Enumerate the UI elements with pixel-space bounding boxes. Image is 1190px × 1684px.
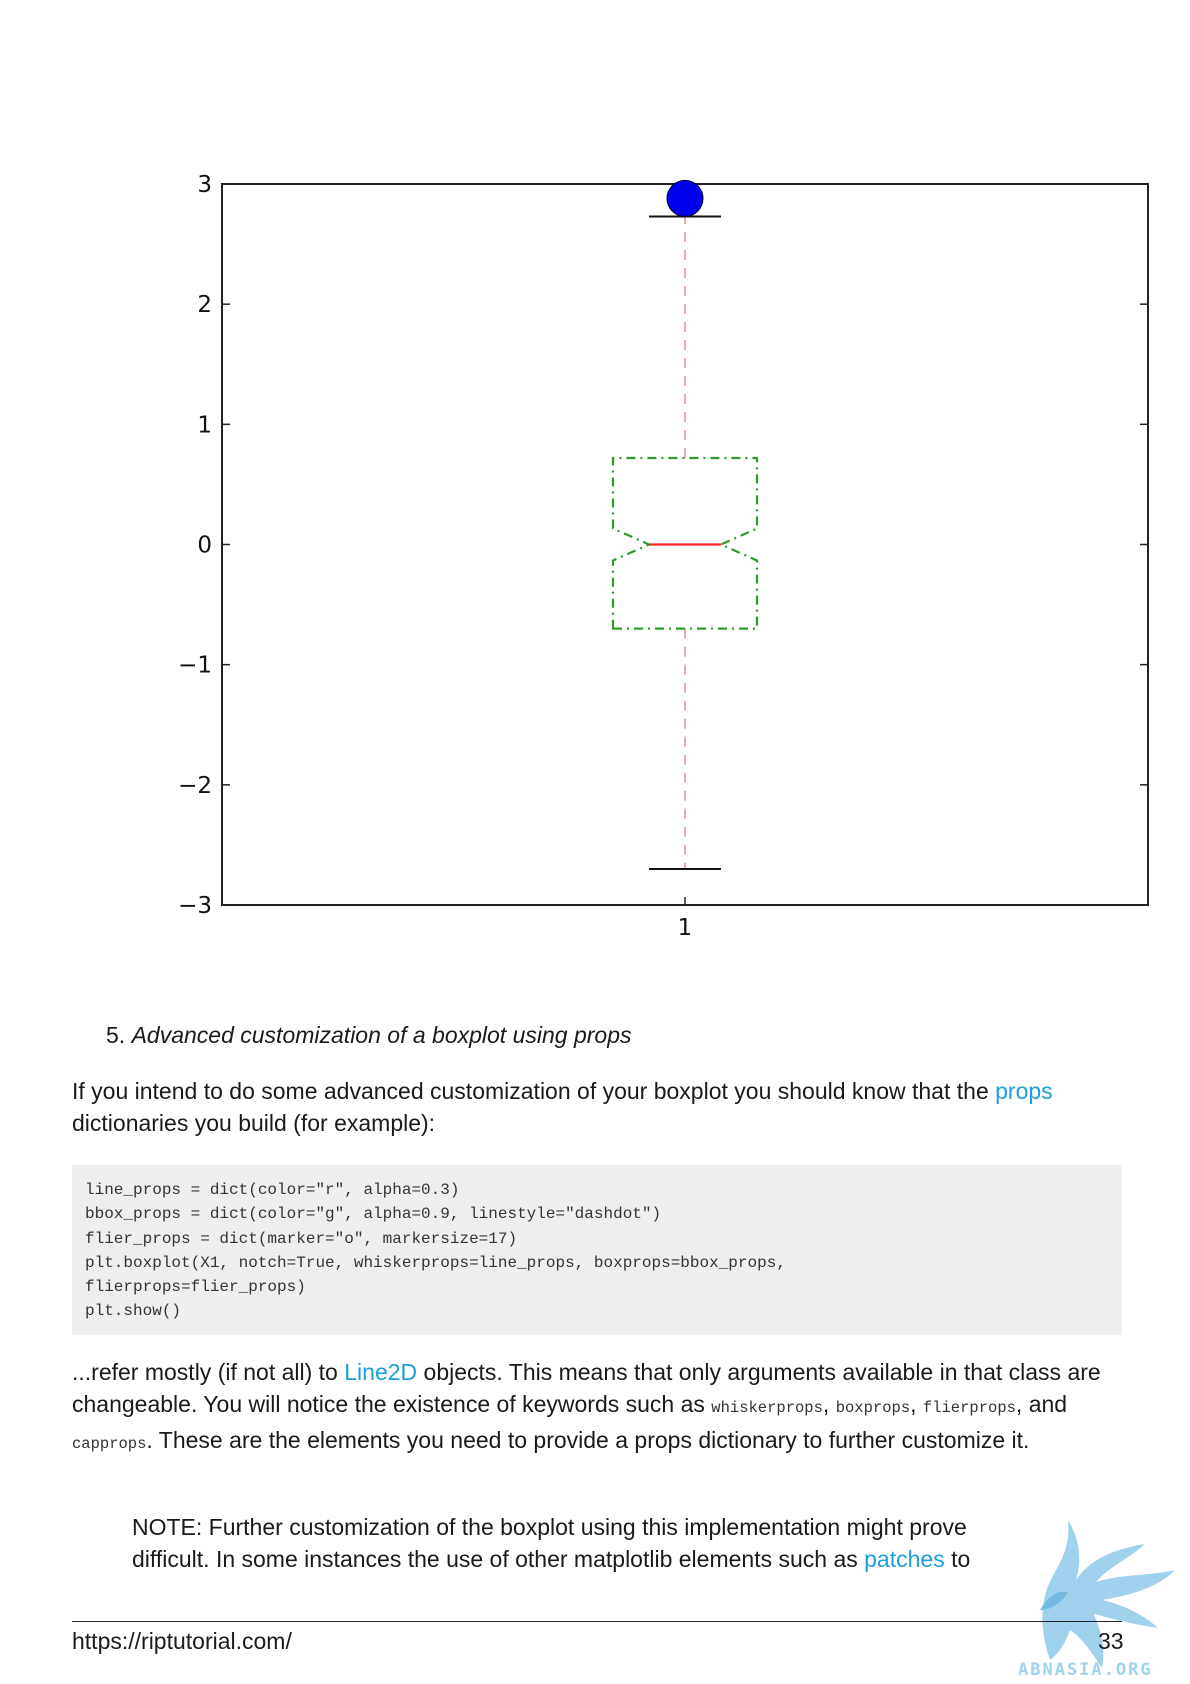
code-line: plt.show() — [85, 1302, 182, 1321]
intro-paragraph: If you intend to do some advanced custom… — [72, 1075, 1122, 1139]
section-title: Advanced customization of a boxplot usin… — [131, 1022, 632, 1048]
section-heading: 5. Advanced customization of a boxplot u… — [106, 1022, 632, 1049]
note-paragraph: NOTE: Further customization of the boxpl… — [132, 1511, 1032, 1575]
section-number: 5. — [106, 1022, 126, 1048]
explanation-text: objects. This means that only arguments … — [72, 1359, 1101, 1417]
y-tick-label: 0 — [197, 533, 212, 559]
line2d-link[interactable]: Line2D — [344, 1359, 418, 1385]
inline-code-boxprops: boxprops — [835, 1399, 911, 1417]
page-number: 33 — [1098, 1628, 1124, 1654]
flier-point — [666, 179, 704, 217]
y-tick-label: −1 — [178, 653, 212, 679]
footer-divider — [72, 1621, 1122, 1622]
explanation-text: , and — [1015, 1391, 1068, 1417]
explanation-text: , — [910, 1391, 923, 1417]
y-tick-label: 3 — [197, 172, 212, 198]
code-line: line_props = dict(color="r", alpha=0.3) — [85, 1181, 460, 1199]
y-tick-label: 1 — [197, 412, 212, 438]
explanation-paragraph: ...refer mostly (if not all) to Line2D o… — [72, 1356, 1122, 1460]
y-tick-label: −3 — [178, 893, 212, 919]
patches-link[interactable]: patches — [864, 1546, 945, 1572]
note-text: NOTE: Further customization of the boxpl… — [132, 1514, 967, 1572]
explanation-text: , — [822, 1391, 836, 1417]
inline-code-flierprops: flierprops — [922, 1399, 1016, 1417]
note-text-after: to — [944, 1546, 971, 1572]
explanation-text: . These are the elements you need to pro… — [146, 1427, 1030, 1453]
props-link[interactable]: props — [995, 1078, 1053, 1104]
code-line: plt.boxplot(X1, notch=True, whiskerprops… — [85, 1253, 786, 1272]
explanation-text: ...refer mostly (if not all) to — [72, 1359, 345, 1385]
code-line: bbox_props = dict(color="g", alpha=0.9, … — [85, 1205, 662, 1224]
notched-box — [611, 456, 759, 630]
intro-text-after: dictionaries you build (for example): — [72, 1110, 436, 1136]
y-tick-label: 2 — [197, 292, 212, 318]
watermark-bird-icon — [1040, 1520, 1175, 1668]
code-line: flier_props = dict(marker="o", markersiz… — [85, 1229, 518, 1248]
inline-code-whiskerprops: whiskerprops — [711, 1399, 823, 1417]
x-tick-label: 1 — [678, 915, 693, 941]
code-line: flierprops=flier_props) — [85, 1278, 306, 1297]
code-block: line_props = dict(color="r", alpha=0.3) … — [72, 1165, 1122, 1335]
intro-text-before: If you intend to do some advanced custom… — [72, 1078, 996, 1104]
inline-code-capprops: capprops — [72, 1435, 147, 1453]
y-tick-label: −2 — [178, 773, 212, 799]
footer-url: https://riptutorial.com/ — [72, 1628, 292, 1654]
boxplot-chart: 3 2 1 0 −1 −2 −3 1 — [178, 172, 1149, 941]
watermark-text: ABNASIA.ORG — [1018, 1660, 1153, 1680]
